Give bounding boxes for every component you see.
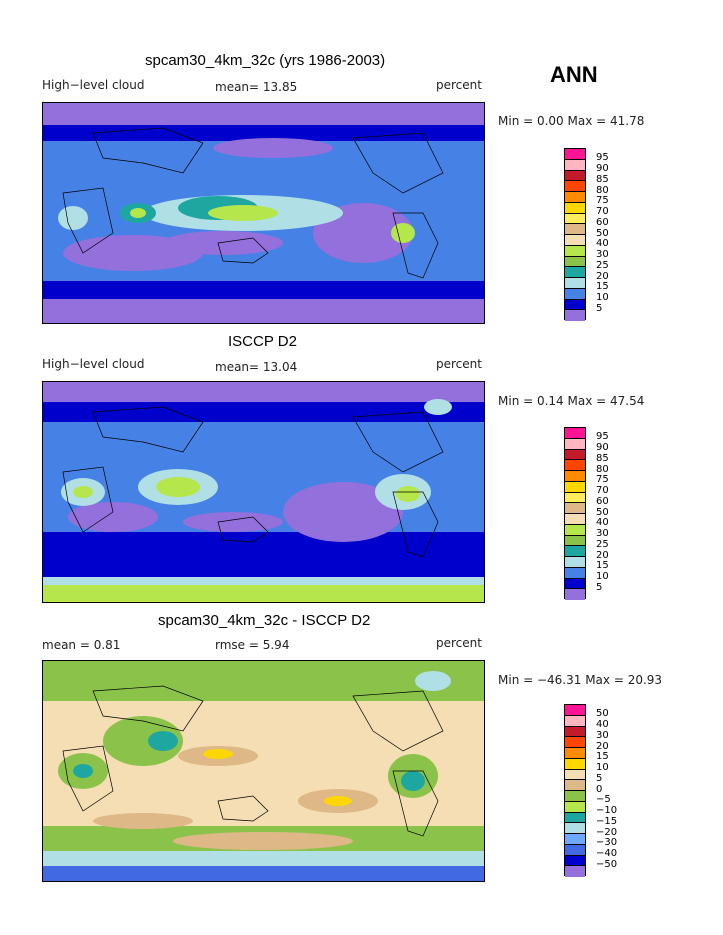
panel2-title: ISCCP D2 (228, 333, 297, 350)
cbar-label: −20 (596, 827, 618, 838)
cbar-label: 15 (596, 751, 609, 762)
cbar-label: 10 (596, 762, 609, 773)
cbar-label: 50 (596, 708, 609, 719)
cbar-label: 30 (596, 730, 609, 741)
panel3-units: percent (436, 636, 482, 650)
panel2-colorbar (564, 427, 586, 600)
cbar-label: 15 (596, 560, 609, 571)
cbar-label: 60 (596, 217, 609, 228)
cbar-label: 30 (596, 249, 609, 260)
panel1-variable: High−level cloud (42, 78, 145, 92)
cbar-label: 95 (596, 152, 609, 163)
cbar-label: 40 (596, 517, 609, 528)
cbar-label: 50 (596, 507, 609, 518)
panel3-colorbar (564, 704, 586, 877)
cbar-label: 90 (596, 442, 609, 453)
cbar-label: 85 (596, 174, 609, 185)
cbar-label: 10 (596, 571, 609, 582)
cbar-label: 25 (596, 260, 609, 271)
cbar-label: 80 (596, 185, 609, 196)
cbar-label: −15 (596, 816, 618, 827)
cbar-label: 25 (596, 539, 609, 550)
cbar-label: 5 (596, 303, 603, 314)
cbar-label: −10 (596, 805, 618, 816)
cbar-label: 40 (596, 719, 609, 730)
panel3-title: spcam30_4km_32c - ISCCP D2 (158, 612, 371, 629)
cbar-label: 10 (596, 292, 609, 303)
panel1-units: percent (436, 78, 482, 92)
panel2-variable: High−level cloud (42, 357, 145, 371)
cbar-label: 40 (596, 238, 609, 249)
cbar-label: 95 (596, 431, 609, 442)
cbar-label: 30 (596, 528, 609, 539)
cbar-label: −30 (596, 837, 618, 848)
cbar-label: 75 (596, 474, 609, 485)
cbar-label: 20 (596, 271, 609, 282)
cbar-label: 15 (596, 281, 609, 292)
panel2-mean: mean= 13.04 (215, 360, 298, 374)
cbar-label: 60 (596, 496, 609, 507)
panel3-rmse: rmse = 5.94 (215, 638, 290, 652)
panel1-title: spcam30_4km_32c (yrs 1986-2003) (145, 52, 386, 69)
panel3-minmax: Min = −46.31 Max = 20.93 (498, 673, 663, 687)
cbar-label: 80 (596, 464, 609, 475)
cbar-label: −40 (596, 848, 618, 859)
cbar-label: 20 (596, 741, 609, 752)
cbar-label: 70 (596, 206, 609, 217)
cbar-label: 50 (596, 228, 609, 239)
panel2-units: percent (436, 357, 482, 371)
panel1-map (42, 102, 485, 324)
cbar-label: 0 (596, 784, 603, 795)
cbar-label: 20 (596, 550, 609, 561)
panel2-minmax: Min = 0.14 Max = 47.54 (498, 394, 645, 408)
cbar-label: 5 (596, 773, 603, 784)
panel1-mean: mean= 13.85 (215, 80, 298, 94)
cbar-label: 75 (596, 195, 609, 206)
cbar-label: 5 (596, 582, 603, 593)
panel3-mean: mean = 0.81 (42, 638, 121, 652)
season-label: ANN (550, 62, 598, 87)
panel1-minmax: Min = 0.00 Max = 41.78 (498, 114, 645, 128)
panel2-map (42, 381, 485, 603)
panel3-map (42, 660, 485, 882)
panel1-colorbar (564, 148, 586, 321)
cbar-label: −50 (596, 859, 618, 870)
cbar-label: 90 (596, 163, 609, 174)
cbar-label: 70 (596, 485, 609, 496)
cbar-label: −5 (596, 794, 611, 805)
cbar-label: 85 (596, 453, 609, 464)
